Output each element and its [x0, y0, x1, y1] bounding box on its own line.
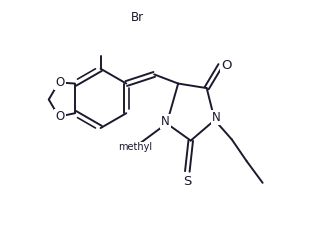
Text: methyl: methyl [118, 143, 152, 152]
Text: N: N [161, 115, 170, 128]
Text: O: O [55, 76, 64, 89]
Text: O: O [55, 110, 64, 123]
Text: Br: Br [131, 11, 144, 24]
Text: N: N [212, 111, 220, 124]
Text: O: O [222, 59, 232, 72]
Text: S: S [183, 175, 192, 188]
